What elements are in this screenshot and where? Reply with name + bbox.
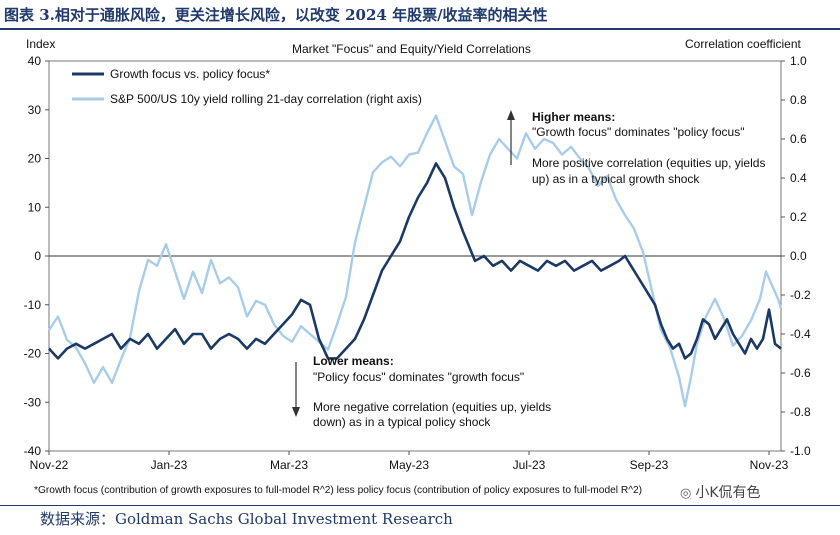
annotation-higher-line2: More positive correlation (equities up, … <box>532 156 765 170</box>
left-axis-label: Index <box>26 37 55 51</box>
watermark: ◎ 小K侃有色 <box>680 482 761 502</box>
right-tick-label: 1.0 <box>790 54 807 68</box>
left-tick-label: 20 <box>28 152 42 166</box>
right-tick-label: 0.8 <box>790 93 807 107</box>
left-tick-label: 0 <box>34 249 41 263</box>
chart-title: Market "Focus" and Equity/Yield Correlat… <box>292 42 531 56</box>
x-tick-label: May-23 <box>389 458 429 472</box>
series-line-growth-focus <box>48 162 782 360</box>
left-tick-label: -10 <box>24 298 42 312</box>
x-tick-label: Sep-23 <box>630 458 669 472</box>
x-tick-label: Mar-23 <box>270 458 308 472</box>
right-tick-label: -1.0 <box>790 444 811 458</box>
annotation-higher: Higher means: "Growth focus" dominates "… <box>507 110 765 186</box>
right-axis-label: Correlation coefficient <box>685 37 802 51</box>
chart-footnote: *Growth focus (contribution of growth ex… <box>34 485 642 496</box>
left-tick-label: -20 <box>24 347 42 361</box>
annotation-lower-title: Lower means: <box>313 354 394 368</box>
chart: 40 30 20 10 0 -10 -20 -30 -40 1.0 0.8 0.6 0.4 0.2 0.0… <box>24 37 811 496</box>
watermark-text: 小K侃有色 <box>695 485 761 501</box>
annotation-lower-line1: "Policy focus" dominates "growth focus" <box>313 370 524 384</box>
x-tick-label: Jan-23 <box>151 458 188 472</box>
left-tick-label: -30 <box>24 395 42 409</box>
x-tick-label: Nov-22 <box>30 458 69 472</box>
x-tick-label: Nov-23 <box>750 458 789 472</box>
annotation-higher-line3: up) as in a typical growth shock <box>532 172 700 186</box>
right-tick-label: -0.8 <box>790 405 811 419</box>
right-tick-label: -0.4 <box>790 327 811 341</box>
figure-title: 图表 3.相对于通胀风险，更关注增长风险，以改变 2024 年股票/收益率的相关… <box>0 0 840 30</box>
up-arrow-head-icon <box>507 110 515 120</box>
annotation-higher-line1: "Growth focus" dominates "policy focus" <box>532 125 744 139</box>
right-tick-label: 0.0 <box>790 249 807 263</box>
left-tick-label: -40 <box>24 444 42 458</box>
x-tick-label: Jul-23 <box>513 458 546 472</box>
series-line-correlation <box>47 114 783 408</box>
right-tick-label: 0.6 <box>790 132 807 146</box>
legend: Growth focus vs. policy focus* S&P 500/U… <box>72 67 422 106</box>
left-tick-label: 30 <box>28 103 42 117</box>
right-tick-label: 0.2 <box>790 210 807 224</box>
annotation-lower: Lower means: "Policy focus" dominates "g… <box>292 354 551 429</box>
annotation-lower-line3: down) as in a typical policy shock <box>313 415 491 429</box>
left-tick-label: 40 <box>28 54 42 68</box>
right-tick-label: 0.4 <box>790 171 807 185</box>
annotation-lower-line2: More negative correlation (equities up, … <box>313 400 551 414</box>
legend-label-growth: Growth focus vs. policy focus* <box>110 67 270 81</box>
right-tick-label: -0.6 <box>790 366 811 380</box>
source-line: 数据来源：Goldman Sachs Global Investment Res… <box>0 505 840 533</box>
left-tick-label: 10 <box>28 200 42 214</box>
down-arrow-head-icon <box>292 407 300 417</box>
right-tick-label: -0.2 <box>790 288 811 302</box>
annotation-higher-title: Higher means: <box>532 110 615 124</box>
legend-label-correlation: S&P 500/US 10y yield rolling 21-day corr… <box>110 92 422 106</box>
wechat-icon: ◎ <box>680 486 692 501</box>
